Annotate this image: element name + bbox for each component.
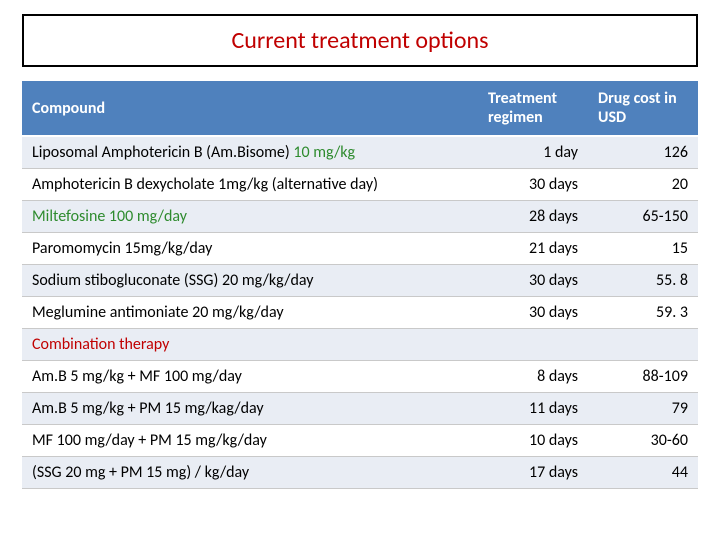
cell-cost: 20 xyxy=(588,169,698,201)
cell-regimen: 11 days xyxy=(478,393,588,425)
cell-cost: 65-150 xyxy=(588,201,698,233)
cell-compound: Sodium stibogluconate (SSG) 20 mg/kg/day xyxy=(22,265,478,297)
cell-compound: Am.B 5 mg/kg + PM 15 mg/kag/day xyxy=(22,393,478,425)
table-row: Combination therapy xyxy=(22,329,698,361)
cell-compound: Meglumine antimoniate 20 mg/kg/day xyxy=(22,297,478,329)
cell-cost: 55. 8 xyxy=(588,265,698,297)
compound-text-pre: Liposomal Amphotericin B (Am.Bisome) xyxy=(32,143,293,162)
header-compound: Compound xyxy=(22,81,478,136)
compound-text-pre: Am.B 5 mg/kg + PM 15 mg/kag/day xyxy=(32,399,264,418)
compound-text-highlight: Combination therapy xyxy=(32,335,169,354)
cell-cost: 126 xyxy=(588,136,698,169)
title-box: Current treatment options xyxy=(22,14,698,67)
table-row: Sodium stibogluconate (SSG) 20 mg/kg/day… xyxy=(22,265,698,297)
cell-regimen: 30 days xyxy=(478,169,588,201)
table-row: Am.B 5 mg/kg + PM 15 mg/kag/day 11 days79 xyxy=(22,393,698,425)
compound-text-pre: (SSG 20 mg + PM 15 mg) / kg/day xyxy=(32,463,249,482)
table-row: Amphotericin B dexycholate 1mg/kg (alter… xyxy=(22,169,698,201)
table-row: (SSG 20 mg + PM 15 mg) / kg/day 17 days44 xyxy=(22,457,698,489)
compound-text-pre: Am.B 5 mg/kg + MF 100 mg/day xyxy=(32,367,242,386)
cell-cost: 44 xyxy=(588,457,698,489)
cell-regimen: 17 days xyxy=(478,457,588,489)
table-row: Am.B 5 mg/kg + MF 100 mg/day 8 days88-109 xyxy=(22,361,698,393)
cell-compound: (SSG 20 mg + PM 15 mg) / kg/day xyxy=(22,457,478,489)
compound-text-pre: Paromomycin 15mg/kg/day xyxy=(32,239,212,258)
cell-compound: Miltefosine 100 mg/day xyxy=(22,201,478,233)
page-title: Current treatment options xyxy=(24,26,696,55)
table-row: MF 100 mg/day + PM 15 mg/kg/day 10 days30… xyxy=(22,425,698,457)
cell-regimen: 1 day xyxy=(478,136,588,169)
compound-text-pre: Sodium stibogluconate (SSG) 20 mg/kg/day xyxy=(32,271,313,290)
table-body: Liposomal Amphotericin B (Am.Bisome) 10 … xyxy=(22,136,698,489)
cell-regimen: 30 days xyxy=(478,265,588,297)
cell-regimen: 10 days xyxy=(478,425,588,457)
cell-compound: MF 100 mg/day + PM 15 mg/kg/day xyxy=(22,425,478,457)
treatment-table: Compound Treatment regimen Drug cost in … xyxy=(22,81,698,489)
table-header-row: Compound Treatment regimen Drug cost in … xyxy=(22,81,698,136)
compound-text-pre: Meglumine antimoniate 20 mg/kg/day xyxy=(32,303,284,322)
cell-regimen: 28 days xyxy=(478,201,588,233)
table-row: Miltefosine 100 mg/day 28 days65-150 xyxy=(22,201,698,233)
cell-cost: 15 xyxy=(588,233,698,265)
cell-regimen: 30 days xyxy=(478,297,588,329)
table-row: Liposomal Amphotericin B (Am.Bisome) 10 … xyxy=(22,136,698,169)
compound-text-highlight: 10 mg/kg xyxy=(293,143,355,162)
cell-cost: 79 xyxy=(588,393,698,425)
header-cost: Drug cost in USD xyxy=(588,81,698,136)
cell-regimen xyxy=(478,329,588,361)
cell-regimen: 21 days xyxy=(478,233,588,265)
compound-text-pre: MF 100 mg/day + PM 15 mg/kg/day xyxy=(32,431,267,450)
cell-compound: Paromomycin 15mg/kg/day xyxy=(22,233,478,265)
cell-cost: 30-60 xyxy=(588,425,698,457)
cell-compound: Combination therapy xyxy=(22,329,478,361)
table-row: Meglumine antimoniate 20 mg/kg/day 30 day… xyxy=(22,297,698,329)
cell-compound: Liposomal Amphotericin B (Am.Bisome) 10 … xyxy=(22,136,478,169)
cell-regimen: 8 days xyxy=(478,361,588,393)
cell-compound: Am.B 5 mg/kg + MF 100 mg/day xyxy=(22,361,478,393)
header-regimen: Treatment regimen xyxy=(478,81,588,136)
cell-compound: Amphotericin B dexycholate 1mg/kg (alter… xyxy=(22,169,478,201)
cell-cost: 88-109 xyxy=(588,361,698,393)
table-row: Paromomycin 15mg/kg/day 21 days15 xyxy=(22,233,698,265)
compound-text-highlight: Miltefosine 100 mg/day xyxy=(32,207,187,226)
cell-cost: 59. 3 xyxy=(588,297,698,329)
compound-text-pre: Amphotericin B dexycholate 1mg/kg (alter… xyxy=(32,175,378,194)
cell-cost xyxy=(588,329,698,361)
